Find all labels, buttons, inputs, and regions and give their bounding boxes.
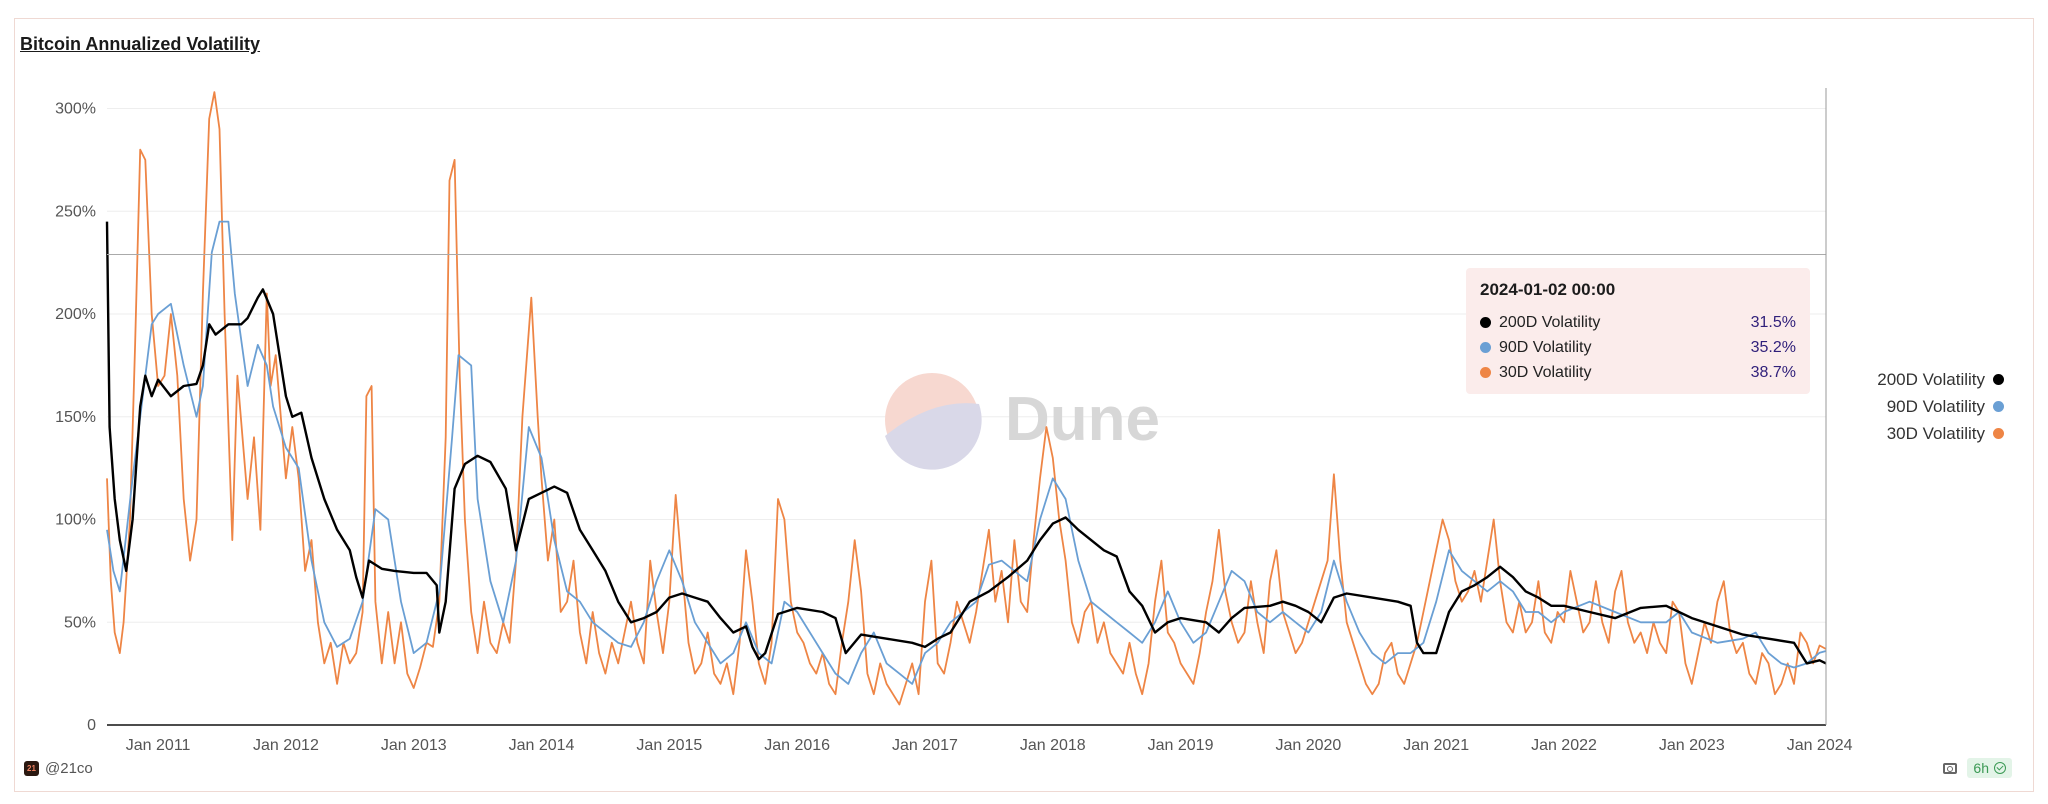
x-tick-label: Jan 2012 bbox=[253, 737, 319, 754]
dot-30d-icon bbox=[1480, 367, 1491, 378]
tooltip-value: 38.7% bbox=[1750, 363, 1796, 381]
tooltip-row-30d: 30D Volatility 38.7% bbox=[1480, 360, 1796, 385]
creator-avatar-icon: 21 bbox=[24, 761, 39, 776]
camera-icon[interactable] bbox=[1943, 762, 1958, 774]
series-line-200d[interactable] bbox=[105, 221, 1827, 665]
x-tick-label: Jan 2015 bbox=[636, 737, 702, 754]
tooltip-label: 30D Volatility bbox=[1499, 363, 1592, 381]
y-tick-label: 300% bbox=[55, 101, 96, 118]
legend-dot-90d-icon bbox=[1993, 401, 2004, 412]
series-lines bbox=[105, 91, 1827, 706]
legend-label: 200D Volatility bbox=[1877, 369, 1985, 389]
freshness-text: 6h bbox=[1973, 760, 1989, 776]
dot-200d-icon bbox=[1480, 317, 1491, 328]
x-tick-label: Jan 2020 bbox=[1275, 737, 1341, 754]
series-line-90d[interactable] bbox=[106, 220, 1827, 685]
y-tick-label: 250% bbox=[55, 203, 96, 220]
creator-credit[interactable]: 21 @21co bbox=[24, 760, 93, 777]
y-tick-label: 100% bbox=[55, 512, 96, 529]
dune-logo-bottom bbox=[885, 403, 982, 470]
x-tick-label: Jan 2016 bbox=[764, 737, 830, 754]
freshness-badge[interactable]: 6h bbox=[1967, 758, 2012, 778]
tooltip-title: 2024-01-02 00:00 bbox=[1480, 280, 1616, 299]
x-tick-label: Jan 2019 bbox=[1148, 737, 1214, 754]
x-tick-label: Jan 2022 bbox=[1531, 737, 1597, 754]
dot-90d-icon bbox=[1480, 342, 1491, 353]
axes: 0 50% 100% 150% 200% 250% 300% Jan 2011 Jan 2012… bbox=[55, 101, 1853, 754]
legend-item-200d[interactable]: 200D Volatility bbox=[1877, 366, 2004, 393]
legend: 200D Volatility 90D Volatility 30D Volat… bbox=[1877, 366, 2004, 447]
tooltip-label: 90D Volatility bbox=[1499, 338, 1592, 356]
x-tick-label: Jan 2011 bbox=[126, 737, 191, 754]
chart-title: Bitcoin Annualized Volatility bbox=[20, 34, 261, 54]
x-tick-label: Jan 2013 bbox=[381, 737, 447, 754]
legend-item-30d[interactable]: 30D Volatility bbox=[1877, 420, 2004, 447]
check-circle-icon bbox=[1994, 762, 2006, 774]
legend-dot-200d-icon bbox=[1993, 374, 2004, 385]
series-line-30d[interactable] bbox=[106, 91, 1827, 706]
legend-label: 30D Volatility bbox=[1886, 423, 1985, 443]
legend-dot-30d-icon bbox=[1993, 428, 2004, 439]
dune-watermark: Dune bbox=[885, 373, 1160, 470]
x-tick-label: Jan 2017 bbox=[892, 737, 958, 754]
creator-handle[interactable]: @21co bbox=[45, 760, 93, 777]
tooltip: 2024-01-02 00:00 200D Volatility 31.5% 9… bbox=[1466, 268, 1810, 394]
tooltip-row-90d: 90D Volatility 35.2% bbox=[1480, 335, 1796, 360]
tooltip-label: 200D Volatility bbox=[1499, 313, 1601, 331]
x-tick-label: Jan 2014 bbox=[509, 737, 575, 754]
x-tick-label: Jan 2021 bbox=[1403, 737, 1469, 754]
y-tick-label: 150% bbox=[55, 409, 96, 426]
x-tick-label: Jan 2018 bbox=[1020, 737, 1086, 754]
x-tick-label: Jan 2024 bbox=[1787, 737, 1853, 754]
tooltip-row-200d: 200D Volatility 31.5% bbox=[1480, 310, 1796, 335]
legend-label: 90D Volatility bbox=[1886, 396, 1985, 416]
y-tick-label: 200% bbox=[55, 306, 96, 323]
tooltip-value: 35.2% bbox=[1750, 338, 1796, 356]
x-tick-label: Jan 2023 bbox=[1659, 737, 1725, 754]
y-tick-label: 50% bbox=[64, 614, 96, 631]
dune-watermark-text: Dune bbox=[1005, 385, 1160, 454]
footer-actions: 6h bbox=[1943, 758, 2012, 778]
legend-item-90d[interactable]: 90D Volatility bbox=[1877, 393, 2004, 420]
y-tick-label: 0 bbox=[87, 717, 96, 734]
tooltip-value: 31.5% bbox=[1750, 313, 1796, 331]
